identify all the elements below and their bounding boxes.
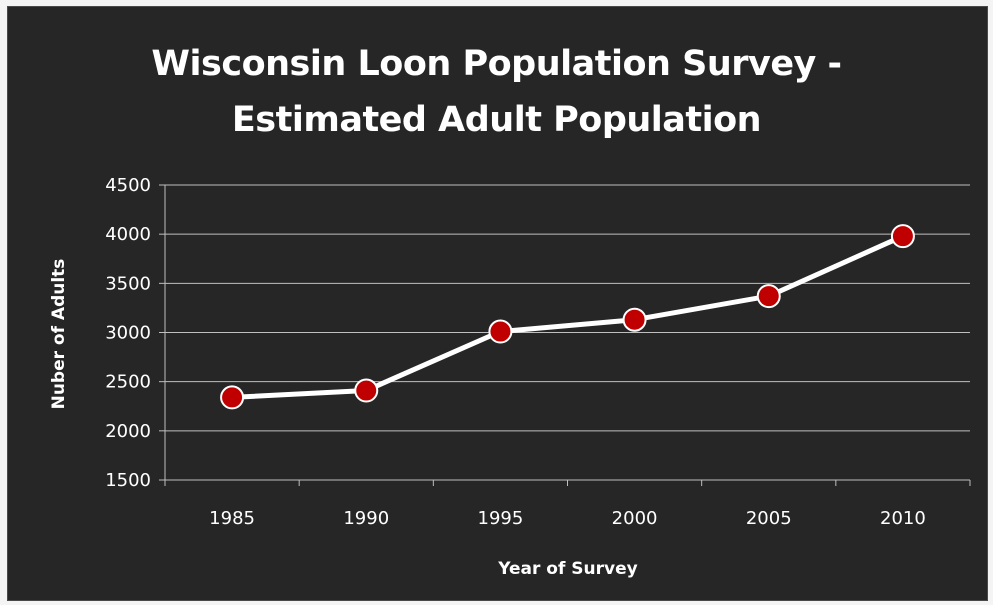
- x-tick-label-2010: 2010: [880, 508, 926, 529]
- y-axis-tick-labels: 1500 2000 2500 3000 3500 4000 4500: [105, 175, 151, 491]
- x-axis-title: Year of Survey: [497, 559, 637, 579]
- x-tick-label-1985: 1985: [209, 508, 255, 529]
- x-tick-label-2005: 2005: [746, 508, 792, 529]
- data-point-1995: [488, 319, 513, 344]
- data-point-2000: [622, 307, 647, 332]
- data-markers: [220, 224, 915, 410]
- y-tick-label-1500: 1500: [105, 470, 151, 491]
- y-tick-label-2500: 2500: [105, 372, 151, 393]
- x-tick-label-1995: 1995: [478, 508, 524, 529]
- y-tick-label-4500: 4500: [105, 175, 151, 196]
- data-point-2010: [890, 224, 915, 249]
- y-tick-label-2000: 2000: [105, 421, 151, 442]
- x-tick-label-1990: 1990: [343, 508, 389, 529]
- x-axis-tick-labels: 1985 1990 1995 2000 2005 2010: [209, 508, 926, 529]
- y-tick-label-3500: 3500: [105, 273, 151, 294]
- chart-area: [7, 6, 988, 601]
- gridlines: [165, 184, 970, 432]
- series-line-layer: [229, 233, 906, 400]
- series-line-0: [229, 233, 906, 400]
- data-point-1990: [354, 378, 379, 403]
- axes: [159, 184, 971, 486]
- y-tick-label-3000: 3000: [105, 323, 151, 344]
- y-axis-title: Nuber of Adults: [49, 259, 69, 410]
- chart-title-line-1: Wisconsin Loon Population Survey -: [151, 44, 842, 84]
- chart-title: Wisconsin Loon Population Survey - Estim…: [0, 36, 993, 148]
- data-point-2005: [756, 284, 781, 309]
- data-point-1985: [220, 385, 245, 410]
- y-tick-label-4000: 4000: [105, 224, 151, 245]
- chart-title-line-2: Estimated Adult Population: [231, 100, 762, 140]
- x-tick-label-2000: 2000: [612, 508, 658, 529]
